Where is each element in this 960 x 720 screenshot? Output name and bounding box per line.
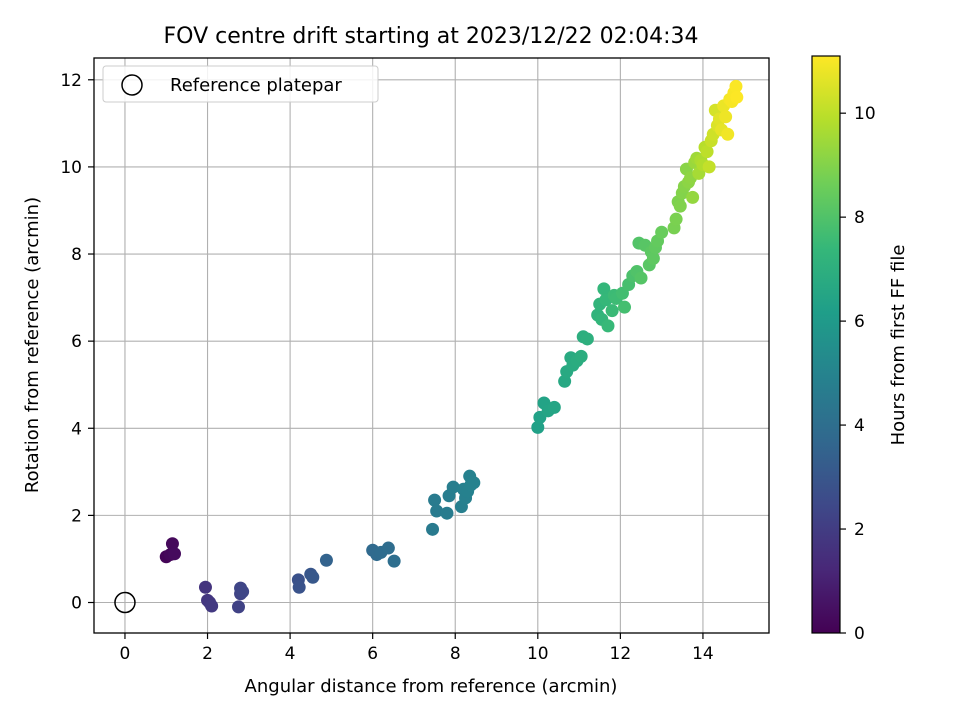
data-point (428, 493, 442, 507)
data-point (306, 570, 320, 584)
data-point (719, 110, 733, 124)
data-point (531, 420, 545, 434)
x-tick-label: 2 (202, 644, 213, 664)
colorbar-tick-label: 4 (854, 416, 865, 436)
colorbar: 0 2 4 6 8 10 Hours from first FF file (811, 55, 909, 644)
colorbar-tick-label: 0 (854, 624, 865, 644)
data-point (618, 300, 632, 314)
data-point (381, 541, 395, 555)
y-tick-label: 10 (60, 158, 82, 178)
data-point (669, 212, 683, 226)
x-tick-label: 14 (692, 644, 714, 664)
data-point (319, 553, 333, 567)
data-point (440, 506, 454, 520)
data-point (547, 400, 561, 414)
colorbar-label: Hours from first FF file (888, 245, 909, 446)
legend-marker-reference-platepar (121, 74, 143, 96)
data-point (729, 79, 743, 93)
colorbar-tick-label: 2 (854, 520, 865, 540)
data-point (634, 271, 648, 285)
x-tick-label: 6 (367, 644, 378, 664)
data-point (574, 349, 588, 363)
x-tick-label: 10 (527, 644, 549, 664)
data-point (446, 480, 460, 494)
legend-entry-reference-platepar: Reference platepar (170, 75, 342, 96)
y-tick-label: 8 (71, 245, 82, 265)
x-tick-label: 12 (610, 644, 632, 664)
data-point (686, 190, 700, 204)
axis-ticks: 0 2 4 6 8 10 12 14 0 2 4 6 8 10 12 (60, 71, 713, 664)
plot-frame (93, 57, 770, 634)
data-point (426, 522, 440, 536)
y-tick-label: 6 (71, 332, 82, 352)
data-point (205, 599, 219, 613)
data-point (646, 251, 660, 265)
colorbar-gradient (811, 55, 841, 634)
y-tick-label: 2 (71, 506, 82, 526)
data-point (673, 199, 687, 213)
data-point (601, 319, 615, 333)
colorbar-tick-label: 8 (854, 208, 865, 228)
y-tick-label: 12 (60, 71, 82, 91)
legend: Reference platepar (102, 65, 379, 103)
data-point (702, 160, 716, 174)
data-point (730, 90, 744, 104)
data-point (467, 476, 481, 490)
x-tick-label: 8 (450, 644, 461, 664)
x-tick-label: 0 (120, 644, 131, 664)
y-axis-label: Rotation from reference (arcmin) (22, 197, 43, 493)
x-axis-label: Angular distance from reference (arcmin) (245, 676, 618, 697)
y-tick-label: 4 (71, 419, 82, 439)
data-point (597, 282, 611, 296)
y-tick-label: 0 (71, 594, 82, 614)
data-point (165, 537, 179, 551)
data-point (231, 600, 245, 614)
reference-platepar-marker (114, 591, 136, 614)
data-point (387, 554, 401, 568)
data-point (655, 225, 669, 239)
data-point (580, 332, 594, 346)
data-point (721, 127, 735, 141)
data-point (198, 580, 212, 594)
data-point (292, 580, 306, 594)
colorbar-tick-label: 6 (854, 312, 865, 332)
data-point (168, 547, 182, 561)
colorbar-ticks: 0 2 4 6 8 10 (840, 104, 876, 644)
scatter-points (114, 79, 744, 614)
x-tick-label: 4 (285, 644, 296, 664)
data-point (430, 504, 444, 518)
data-point (605, 304, 619, 318)
colorbar-tick-label: 10 (854, 104, 876, 124)
data-point (700, 145, 714, 159)
data-point (236, 585, 250, 599)
legend-box (102, 65, 379, 103)
chart-title: FOV centre drift starting at 2023/12/22 … (164, 24, 699, 49)
